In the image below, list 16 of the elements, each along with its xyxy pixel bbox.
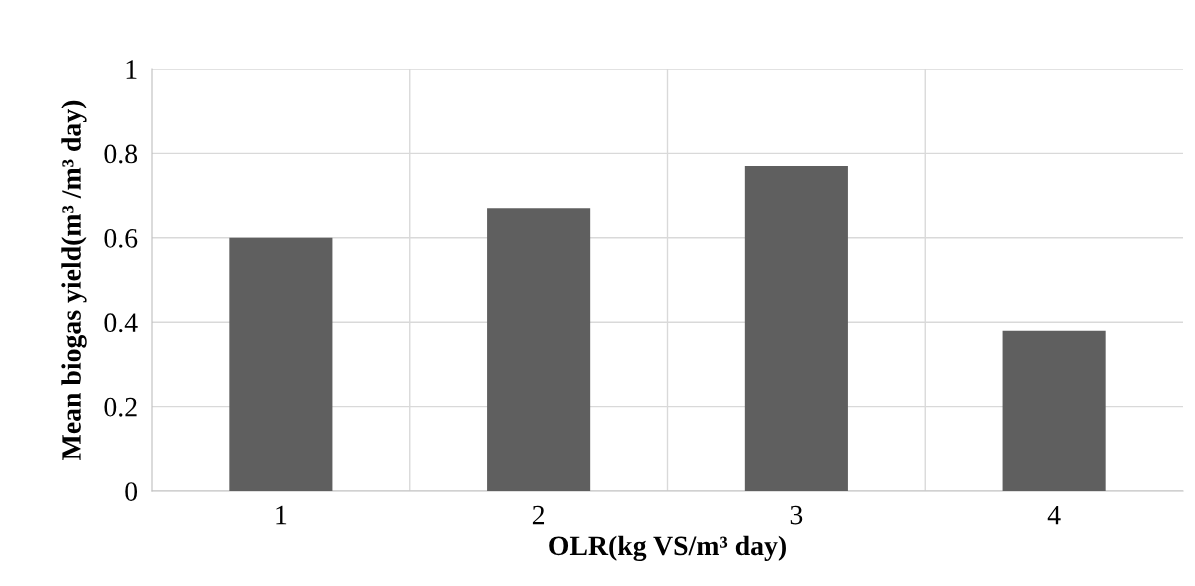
y-tick-label: 0	[125, 482, 138, 501]
bar	[487, 208, 591, 491]
x-tick-label: 2	[532, 505, 545, 525]
x-tick-label: 1	[276, 505, 287, 525]
x-tick-label: 4	[1047, 505, 1061, 525]
y-tick-label: 0.4	[104, 313, 138, 333]
x-axis-title: OLR(kg VS/m³ day)	[549, 535, 786, 562]
x-tick-label: 3	[790, 505, 803, 525]
y-tick-label: 0.2	[104, 397, 137, 417]
bar	[229, 237, 333, 491]
bar	[1002, 330, 1106, 491]
y-tick-label: 0.6	[104, 228, 138, 248]
y-axis-title: Mean biogas yield(m³ /m³ day)	[61, 100, 87, 460]
y-tick-label: 0.8	[104, 144, 138, 164]
bar	[744, 166, 848, 491]
y-tick-label: 1	[126, 60, 137, 79]
